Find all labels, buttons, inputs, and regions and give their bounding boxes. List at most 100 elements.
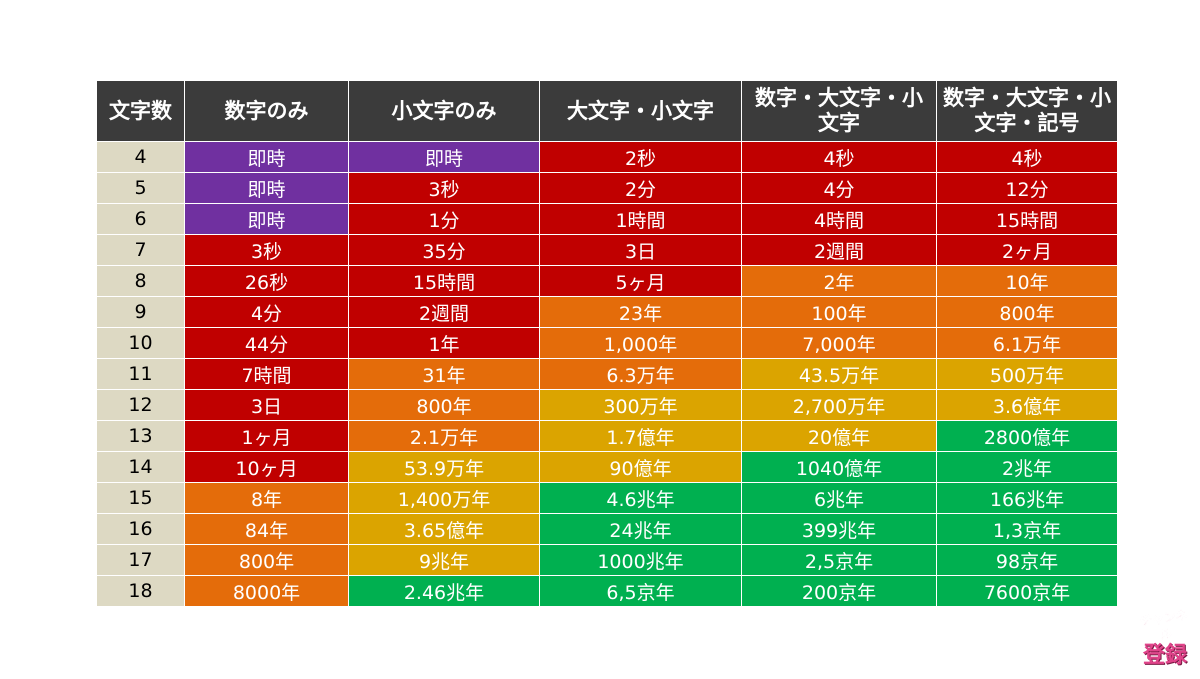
cell-digits-only: 4分 — [184, 296, 349, 328]
cell-length: 18 — [96, 575, 185, 607]
cell-lowercase-only: 15時間 — [348, 265, 540, 297]
table-row: 10 44分 1年 1,000年 7,000年 6.1万年 — [96, 327, 1118, 359]
cell-digits-only: 7時間 — [184, 358, 349, 390]
cell-length: 10 — [96, 327, 185, 359]
cell-digits-upper-lower-symbols: 7600京年 — [936, 575, 1118, 607]
badge-bottom-text: 登録 — [1142, 643, 1187, 668]
cell-digits-upper-lower-symbols: 10年 — [936, 265, 1118, 297]
cell-digits-upper-lower-symbols: 166兆年 — [936, 482, 1118, 514]
cell-upper-lower: 6.3万年 — [539, 358, 742, 390]
table-row: 7 3秒 35分 3日 2週間 2ヶ月 — [96, 234, 1118, 266]
header-row: 文字数 数字のみ 小文字のみ 大文字・小文字 数字・大文字・小文字 数字・大文字… — [96, 80, 1118, 142]
table-row: 8 26秒 15時間 5ヶ月 2年 10年 — [96, 265, 1118, 297]
cell-length: 12 — [96, 389, 185, 421]
cell-lowercase-only: 2.1万年 — [348, 420, 540, 452]
cell-upper-lower: 1,000年 — [539, 327, 742, 359]
cell-lowercase-only: 35分 — [348, 234, 540, 266]
header-upper-lower: 大文字・小文字 — [539, 80, 742, 142]
cell-upper-lower: 23年 — [539, 296, 742, 328]
cell-digits-upper-lower-symbols: 2ヶ月 — [936, 234, 1118, 266]
cell-digits-upper-lower: 20億年 — [741, 420, 937, 452]
table-row: 6 即時 1分 1時間 4時間 15時間 — [96, 203, 1118, 235]
cell-digits-upper-lower-symbols: 4秒 — [936, 141, 1118, 173]
badge-top-text: チャンネル — [1139, 607, 1189, 642]
cell-digits-upper-lower: 4分 — [741, 172, 937, 204]
cell-digits-upper-lower: 2,700万年 — [741, 389, 937, 421]
password-crack-time-table: 文字数 数字のみ 小文字のみ 大文字・小文字 数字・大文字・小文字 数字・大文字… — [96, 80, 1118, 607]
cell-lowercase-only: 3秒 — [348, 172, 540, 204]
cell-length: 6 — [96, 203, 185, 235]
table-row: 18 8000年 2.46兆年 6,5京年 200京年 7600京年 — [96, 575, 1118, 607]
header-digits-upper-lower-symbols: 数字・大文字・小文字・記号 — [936, 80, 1118, 142]
header-length: 文字数 — [96, 80, 185, 142]
cell-digits-only: 8000年 — [184, 575, 349, 607]
cell-digits-upper-lower-symbols: 12分 — [936, 172, 1118, 204]
cell-digits-upper-lower: 2,5京年 — [741, 544, 937, 576]
cell-length: 13 — [96, 420, 185, 452]
cell-lowercase-only: 1分 — [348, 203, 540, 235]
cell-upper-lower: 1000兆年 — [539, 544, 742, 576]
cell-digits-upper-lower: 2週間 — [741, 234, 937, 266]
table-row: 17 800年 9兆年 1000兆年 2,5京年 98京年 — [96, 544, 1118, 576]
cell-length: 5 — [96, 172, 185, 204]
cell-length: 15 — [96, 482, 185, 514]
cell-digits-only: 1ヶ月 — [184, 420, 349, 452]
cell-length: 17 — [96, 544, 185, 576]
cell-upper-lower: 2分 — [539, 172, 742, 204]
cell-digits-only: 即時 — [184, 141, 349, 173]
cell-lowercase-only: 2週間 — [348, 296, 540, 328]
cell-digits-upper-lower-symbols: 2兆年 — [936, 451, 1118, 483]
cell-length: 14 — [96, 451, 185, 483]
table-body: 4 即時 即時 2秒 4秒 4秒 5 即時 3秒 2分 4分 12分 6 即時 1分 1時間 4時間 15時間 7 3… — [96, 141, 1118, 607]
cell-digits-upper-lower: 7,000年 — [741, 327, 937, 359]
cell-upper-lower: 24兆年 — [539, 513, 742, 545]
cell-digits-only: 44分 — [184, 327, 349, 359]
cell-digits-upper-lower: 43.5万年 — [741, 358, 937, 390]
cell-digits-upper-lower-symbols: 6.1万年 — [936, 327, 1118, 359]
cell-digits-upper-lower: 200京年 — [741, 575, 937, 607]
cell-digits-upper-lower-symbols: 800年 — [936, 296, 1118, 328]
cell-digits-upper-lower: 4時間 — [741, 203, 937, 235]
cell-length: 16 — [96, 513, 185, 545]
cell-upper-lower: 3日 — [539, 234, 742, 266]
cell-lowercase-only: 53.9万年 — [348, 451, 540, 483]
password-crack-time-table-container: 文字数 数字のみ 小文字のみ 大文字・小文字 数字・大文字・小文字 数字・大文字… — [96, 80, 1118, 607]
cell-upper-lower: 5ヶ月 — [539, 265, 742, 297]
cell-digits-only: 即時 — [184, 172, 349, 204]
cell-digits-only: 800年 — [184, 544, 349, 576]
cell-digits-only: 即時 — [184, 203, 349, 235]
cell-lowercase-only: 800年 — [348, 389, 540, 421]
table-row: 16 84年 3.65億年 24兆年 399兆年 1,3京年 — [96, 513, 1118, 545]
channel-subscribe-badge[interactable]: チャンネル 登録 — [1136, 608, 1194, 668]
cell-lowercase-only: 即時 — [348, 141, 540, 173]
cell-lowercase-only: 2.46兆年 — [348, 575, 540, 607]
cell-length: 7 — [96, 234, 185, 266]
table-row: 9 4分 2週間 23年 100年 800年 — [96, 296, 1118, 328]
cell-digits-upper-lower-symbols: 98京年 — [936, 544, 1118, 576]
cell-lowercase-only: 1年 — [348, 327, 540, 359]
cell-upper-lower: 1時間 — [539, 203, 742, 235]
table-row: 14 10ヶ月 53.9万年 90億年 1040億年 2兆年 — [96, 451, 1118, 483]
cell-digits-only: 3日 — [184, 389, 349, 421]
cell-upper-lower: 90億年 — [539, 451, 742, 483]
cell-digits-upper-lower: 100年 — [741, 296, 937, 328]
cell-digits-upper-lower-symbols: 1,3京年 — [936, 513, 1118, 545]
cell-upper-lower: 2秒 — [539, 141, 742, 173]
cell-upper-lower: 6,5京年 — [539, 575, 742, 607]
header-digits-upper-lower: 数字・大文字・小文字 — [741, 80, 937, 142]
cell-digits-upper-lower-symbols: 15時間 — [936, 203, 1118, 235]
cell-lowercase-only: 9兆年 — [348, 544, 540, 576]
table-row: 13 1ヶ月 2.1万年 1.7億年 20億年 2800億年 — [96, 420, 1118, 452]
cell-digits-upper-lower-symbols: 2800億年 — [936, 420, 1118, 452]
cell-upper-lower: 4.6兆年 — [539, 482, 742, 514]
cell-digits-upper-lower: 399兆年 — [741, 513, 937, 545]
cell-digits-upper-lower: 1040億年 — [741, 451, 937, 483]
cell-upper-lower: 1.7億年 — [539, 420, 742, 452]
cell-upper-lower: 300万年 — [539, 389, 742, 421]
cell-digits-only: 10ヶ月 — [184, 451, 349, 483]
cell-digits-upper-lower-symbols: 3.6億年 — [936, 389, 1118, 421]
cell-digits-upper-lower: 4秒 — [741, 141, 937, 173]
cell-lowercase-only: 1,400万年 — [348, 482, 540, 514]
cell-digits-only: 84年 — [184, 513, 349, 545]
cell-digits-upper-lower: 2年 — [741, 265, 937, 297]
